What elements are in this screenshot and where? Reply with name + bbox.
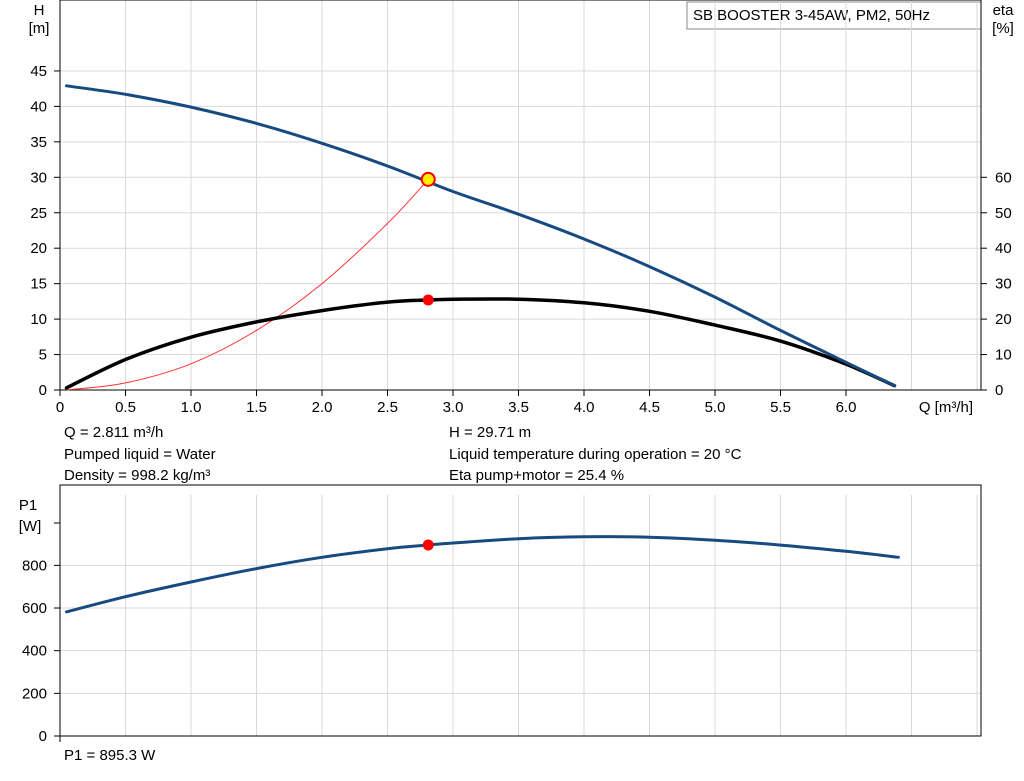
eta-axis-label: eta	[993, 2, 1015, 19]
p1-tick-label: 400	[22, 643, 47, 660]
q-tick-label: 1.5	[246, 399, 267, 416]
eta-tick-label: 0	[995, 382, 1003, 399]
q-tick-label: 4.5	[639, 399, 660, 416]
series-curves	[64, 84, 900, 614]
duty-point-markers	[420, 171, 436, 551]
eta-tick-label: 20	[995, 311, 1012, 328]
eta-axis-unit: [%]	[992, 20, 1014, 37]
p1-duty-point	[422, 539, 434, 551]
q-tick-label: 6.0	[836, 399, 857, 416]
eta-tick-label: 60	[995, 169, 1012, 186]
flow-readout: Q = 2.811 m³/h	[64, 424, 164, 441]
q-tick-label: 5.5	[770, 399, 791, 416]
q-axis-label: Q [m³/h]	[919, 399, 973, 416]
head-curve	[65, 84, 896, 388]
h-axis-unit: [m]	[29, 20, 50, 37]
efficiency-duty-point	[422, 294, 434, 306]
eta-tick-label: 10	[995, 347, 1012, 364]
efficiency-readout: Eta pump+motor = 25.4 %	[449, 467, 625, 484]
liquid-temperature-readout: Liquid temperature during operation = 20…	[449, 446, 742, 463]
q-tick-label: 3.5	[508, 399, 529, 416]
eta-tick-label: 40	[995, 240, 1012, 257]
head-duty-point	[420, 171, 436, 187]
h-tick-label: 20	[30, 240, 47, 257]
p1-readout: P1 = 895.3 W	[64, 747, 156, 764]
p1-plot-frame	[59, 484, 982, 737]
q-tick-label: 2.0	[312, 399, 333, 416]
h-tick-label: 40	[30, 98, 47, 115]
h-tick-label: 45	[30, 63, 47, 80]
chart-title: SB BOOSTER 3-45AW, PM2, 50Hz	[693, 7, 930, 24]
system-curve	[66, 179, 429, 391]
h-tick-label: 0	[39, 382, 47, 399]
h-tick-label: 35	[30, 134, 47, 151]
h-axis-label: H	[34, 2, 45, 19]
q-tick-label: 2.5	[377, 399, 398, 416]
q-tick-label: 0.5	[115, 399, 136, 416]
p1-tick-label: 600	[22, 600, 47, 617]
pumped-liquid-readout: Pumped liquid = Water	[64, 446, 216, 463]
q-tick-label: 4.0	[574, 399, 595, 416]
h-tick-label: 15	[30, 276, 47, 293]
h-tick-label: 25	[30, 205, 47, 222]
p1-tick-label: 200	[22, 685, 47, 702]
q-tick-label: 1.0	[181, 399, 202, 416]
p1-axis-label: P1	[19, 497, 37, 514]
p1-axis-unit: [W]	[19, 518, 42, 535]
h-plot-grid	[59, 0, 982, 391]
h-plot-frame	[59, 0, 982, 391]
density-readout: Density = 998.2 kg/m³	[64, 467, 211, 484]
q-tick-label: 5.0	[705, 399, 726, 416]
p1-tick-label: 0	[39, 728, 47, 745]
q-tick-label: 0	[56, 399, 64, 416]
h-tick-label: 5	[39, 347, 47, 364]
eta-tick-label: 50	[995, 205, 1012, 222]
p1-curve	[65, 535, 900, 614]
title-box	[686, 1, 982, 30]
p1-tick-label: 800	[22, 557, 47, 574]
h-tick-label: 10	[30, 311, 47, 328]
head-readout: H = 29.71 m	[449, 424, 532, 441]
q-tick-label: 3.0	[443, 399, 464, 416]
efficiency-curve	[64, 297, 897, 390]
axes-and-ticks: H[m] 0 5 10 15 20 25 30 35 40 45 eta[%] 0 10 20 30 40 50 6…	[19, 0, 1014, 745]
eta-tick-label: 30	[995, 276, 1012, 293]
p1-plot-grid	[59, 484, 982, 737]
h-tick-label: 30	[30, 169, 47, 186]
